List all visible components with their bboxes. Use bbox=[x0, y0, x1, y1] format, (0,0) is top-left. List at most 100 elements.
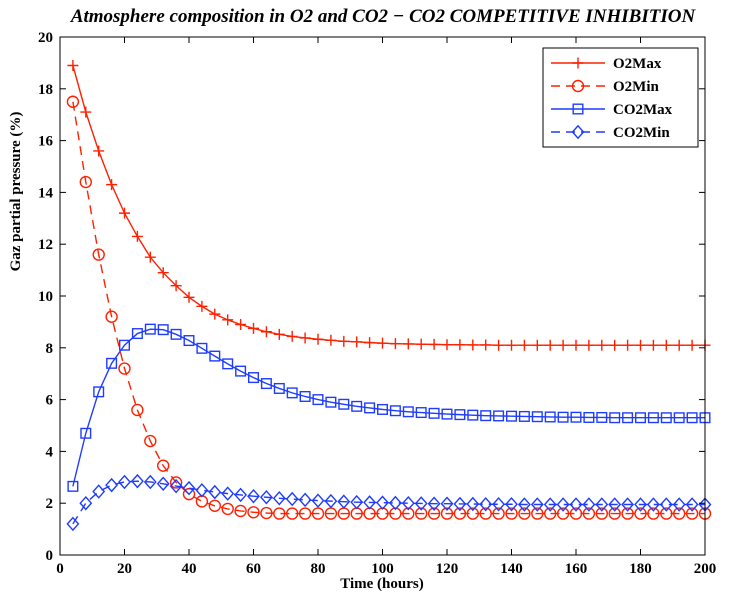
data-point-co2min bbox=[208, 484, 222, 500]
data-point-o2max bbox=[119, 207, 130, 219]
data-point-co2min bbox=[118, 474, 131, 490]
chart-title: Atmosphere composition in O2 and CO2 − C… bbox=[70, 6, 697, 27]
data-point-co2min bbox=[621, 497, 635, 512]
data-point-co2min bbox=[388, 495, 402, 511]
legend-label-co2max: CO2Max bbox=[613, 102, 673, 118]
data-point-o2max bbox=[660, 339, 672, 351]
data-point-co2max bbox=[415, 407, 427, 419]
data-point-o2max bbox=[635, 339, 646, 351]
data-point-o2min bbox=[415, 507, 428, 520]
data-point-o2min bbox=[466, 507, 479, 520]
data-point-o2max bbox=[67, 59, 79, 71]
data-point-co2max bbox=[144, 323, 156, 335]
data-point-o2min bbox=[427, 507, 441, 520]
x-tick-label: 100 bbox=[371, 561, 394, 577]
data-point-o2max bbox=[454, 339, 466, 351]
y-tick-label: 10 bbox=[38, 289, 53, 305]
data-point-o2max bbox=[557, 339, 569, 351]
data-point-o2min bbox=[169, 476, 183, 489]
y-tick-label: 4 bbox=[46, 444, 54, 460]
data-point-co2max bbox=[131, 328, 143, 340]
data-point-o2min bbox=[298, 507, 312, 520]
data-point-co2min bbox=[414, 496, 428, 511]
x-tick-label: 0 bbox=[56, 561, 64, 577]
data-point-o2max bbox=[531, 339, 543, 351]
data-point-o2max bbox=[93, 145, 105, 157]
series-co2max bbox=[67, 323, 711, 492]
x-tick-label: 180 bbox=[629, 561, 652, 577]
data-point-o2min bbox=[208, 499, 222, 512]
data-point-co2min bbox=[685, 497, 699, 512]
data-point-co2max bbox=[80, 427, 92, 439]
data-point-co2max bbox=[518, 410, 530, 422]
data-point-o2max bbox=[596, 339, 608, 351]
data-point-o2max bbox=[686, 339, 698, 351]
data-point-co2max bbox=[312, 394, 324, 406]
x-tick-label: 80 bbox=[311, 561, 326, 577]
data-point-co2max bbox=[622, 412, 634, 424]
data-point-co2max bbox=[544, 411, 556, 423]
data-point-o2min bbox=[234, 504, 247, 518]
series-o2min bbox=[66, 95, 712, 520]
data-point-co2max bbox=[493, 410, 505, 422]
data-point-o2min bbox=[647, 507, 660, 520]
data-point-co2max bbox=[235, 365, 247, 377]
data-point-co2max bbox=[647, 412, 659, 424]
data-point-o2max bbox=[248, 322, 259, 334]
data-point-o2max bbox=[428, 338, 440, 350]
data-point-co2min bbox=[298, 492, 312, 508]
x-tick-label: 20 bbox=[117, 561, 132, 577]
data-point-o2min bbox=[105, 310, 118, 323]
data-point-co2min bbox=[608, 497, 622, 512]
data-point-co2min bbox=[659, 497, 673, 512]
data-point-o2min bbox=[402, 507, 415, 520]
data-point-o2min bbox=[569, 507, 583, 520]
y-tick-label: 6 bbox=[46, 393, 54, 409]
legend: O2Max O2Min CO2Max CO2Min bbox=[542, 47, 699, 148]
data-point-co2min bbox=[337, 494, 351, 509]
data-point-o2max bbox=[467, 339, 479, 351]
data-point-o2max bbox=[235, 318, 247, 330]
data-point-co2max bbox=[118, 339, 130, 351]
data-point-o2max bbox=[170, 280, 182, 292]
x-tick-label: 40 bbox=[182, 561, 197, 577]
data-point-co2min bbox=[440, 496, 454, 511]
legend-marker-o2max bbox=[572, 57, 584, 69]
data-point-co2min bbox=[234, 487, 248, 503]
data-point-o2min bbox=[621, 507, 634, 520]
data-point-co2max bbox=[222, 358, 234, 370]
data-point-o2min bbox=[660, 507, 673, 520]
data-point-co2max bbox=[660, 412, 672, 424]
data-point-co2min bbox=[182, 480, 196, 496]
data-point-o2max bbox=[506, 339, 517, 351]
data-point-co2max bbox=[557, 411, 569, 423]
x-axis-label: Time (hours) bbox=[340, 576, 423, 592]
data-point-o2max bbox=[583, 339, 595, 351]
data-point-co2min bbox=[543, 497, 557, 512]
data-point-o2min bbox=[311, 507, 325, 520]
data-point-o2min bbox=[66, 95, 80, 108]
data-point-co2min bbox=[285, 491, 299, 507]
data-point-o2max bbox=[402, 338, 414, 350]
data-point-co2max bbox=[467, 409, 479, 421]
data-point-co2max bbox=[686, 412, 698, 424]
data-point-o2max bbox=[570, 339, 582, 351]
data-point-co2max bbox=[441, 408, 453, 420]
data-point-o2min bbox=[92, 248, 105, 261]
data-point-co2min bbox=[672, 497, 686, 512]
x-tick-label: 160 bbox=[565, 561, 588, 577]
series-line-co2min bbox=[72, 480, 705, 525]
data-point-co2max bbox=[570, 411, 582, 423]
data-point-o2max bbox=[493, 339, 505, 351]
data-point-o2max bbox=[209, 308, 221, 320]
data-point-co2max bbox=[480, 410, 492, 422]
y-tick-label: 14 bbox=[38, 185, 54, 201]
data-point-co2max bbox=[454, 409, 466, 421]
data-point-co2min bbox=[427, 496, 441, 511]
data-point-o2max bbox=[157, 267, 169, 279]
data-point-o2min bbox=[544, 507, 557, 520]
x-tick-label: 60 bbox=[246, 561, 261, 577]
data-point-co2max bbox=[428, 407, 440, 419]
data-point-o2max bbox=[131, 230, 143, 242]
